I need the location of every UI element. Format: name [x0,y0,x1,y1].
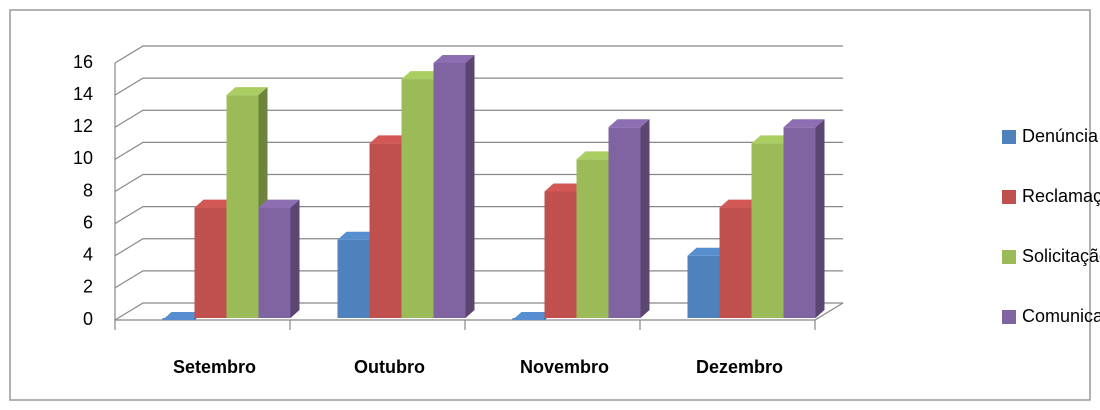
grid-line [114,109,843,128]
bar [608,119,650,318]
bar-side [640,119,650,318]
y-tick-label: 0 [83,309,93,329]
y-tick-label: 8 [83,180,93,200]
y-tick-label: 2 [83,277,93,297]
bar-side [290,199,300,318]
legend-swatch [1002,250,1016,264]
bar-top [687,247,729,256]
bar-front [783,127,816,318]
grid-line [114,77,843,96]
y-tick-label: 10 [73,148,93,168]
grid-line [114,45,843,64]
bar [783,119,825,318]
bar-top [401,71,443,80]
bar-top [544,183,586,192]
bar-top [783,119,825,128]
bar-top [226,87,268,96]
bar-front [544,191,577,318]
y-tick-label: 12 [73,116,93,136]
x-tick-label: Novembro [520,357,609,377]
y-tick-label: 4 [83,245,93,265]
bar-top [194,199,236,208]
bar-top [751,135,793,144]
legend-label: Denúncia [1022,126,1099,146]
bar-top [369,135,411,144]
bar-side [465,55,475,318]
x-tick-label: Setembro [173,357,256,377]
bar-front [194,207,227,318]
bar-top [719,199,761,208]
bar [258,199,300,318]
legend-swatch [1002,190,1016,204]
bar-top [512,312,554,320]
bar [337,231,379,318]
bar [433,55,475,318]
bar-top [162,312,204,320]
bar-front [608,127,641,318]
y-tick-label: 14 [73,84,93,104]
y-tick-label: 16 [73,52,93,72]
bar-front [369,143,402,318]
bar-top [337,231,379,240]
bar-front [258,207,291,318]
bar-front [576,159,609,318]
x-tick-label: Outubro [354,357,425,377]
bar-top [608,119,650,128]
bar-front [433,63,466,318]
legend-swatch [1002,310,1016,324]
bar-top [258,199,300,208]
bar-top [433,55,475,63]
bar-front [751,143,784,318]
bar-front [687,255,720,318]
bar-side [815,119,825,318]
legend-swatch [1002,130,1016,144]
bar-front [719,207,752,318]
legend-label: Reclamação [1022,186,1100,206]
bar-top [576,151,618,160]
bar-front [226,95,259,318]
legend-label: Solicitação [1022,246,1100,266]
bar [226,87,268,318]
bar-front [401,79,434,318]
bar-front [337,239,370,318]
y-tick-label: 6 [83,212,93,232]
x-tick-label: Dezembro [696,357,783,377]
legend-label: Comunicação [1022,306,1100,326]
